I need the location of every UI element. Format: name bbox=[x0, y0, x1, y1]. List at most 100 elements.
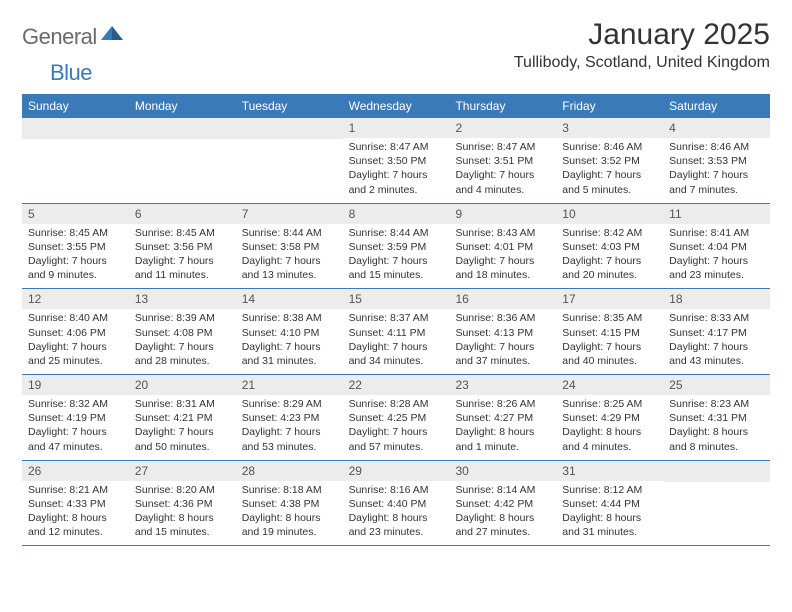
daylight-text-2: and 20 minutes. bbox=[562, 268, 657, 282]
empty-day-band bbox=[22, 118, 129, 139]
day-details: Sunrise: 8:42 AMSunset: 4:03 PMDaylight:… bbox=[556, 224, 663, 285]
daylight-text-2: and 18 minutes. bbox=[455, 268, 550, 282]
day-details: Sunrise: 8:39 AMSunset: 4:08 PMDaylight:… bbox=[129, 309, 236, 370]
day-details: Sunrise: 8:33 AMSunset: 4:17 PMDaylight:… bbox=[663, 309, 770, 370]
day-details: Sunrise: 8:45 AMSunset: 3:55 PMDaylight:… bbox=[22, 224, 129, 285]
sunset-text: Sunset: 4:15 PM bbox=[562, 326, 657, 340]
sunrise-text: Sunrise: 8:20 AM bbox=[135, 483, 230, 497]
sunrise-text: Sunrise: 8:28 AM bbox=[349, 397, 444, 411]
week-row: 1Sunrise: 8:47 AMSunset: 3:50 PMDaylight… bbox=[22, 118, 770, 204]
day-cell: 30Sunrise: 8:14 AMSunset: 4:42 PMDayligh… bbox=[449, 461, 556, 546]
sunrise-text: Sunrise: 8:43 AM bbox=[455, 226, 550, 240]
day-details: Sunrise: 8:14 AMSunset: 4:42 PMDaylight:… bbox=[449, 481, 556, 542]
daylight-text-1: Daylight: 8 hours bbox=[669, 425, 764, 439]
day-details: Sunrise: 8:47 AMSunset: 3:50 PMDaylight:… bbox=[343, 138, 450, 199]
day-number: 23 bbox=[449, 375, 556, 395]
day-cell: 26Sunrise: 8:21 AMSunset: 4:33 PMDayligh… bbox=[22, 461, 129, 546]
sunset-text: Sunset: 4:36 PM bbox=[135, 497, 230, 511]
sunrise-text: Sunrise: 8:41 AM bbox=[669, 226, 764, 240]
day-cell: 18Sunrise: 8:33 AMSunset: 4:17 PMDayligh… bbox=[663, 289, 770, 374]
day-cell: 3Sunrise: 8:46 AMSunset: 3:52 PMDaylight… bbox=[556, 118, 663, 203]
sunset-text: Sunset: 3:51 PM bbox=[455, 154, 550, 168]
day-number: 28 bbox=[236, 461, 343, 481]
day-cell: 16Sunrise: 8:36 AMSunset: 4:13 PMDayligh… bbox=[449, 289, 556, 374]
sunrise-text: Sunrise: 8:35 AM bbox=[562, 311, 657, 325]
sunset-text: Sunset: 4:31 PM bbox=[669, 411, 764, 425]
daylight-text-1: Daylight: 8 hours bbox=[349, 511, 444, 525]
daylight-text-2: and 23 minutes. bbox=[669, 268, 764, 282]
daylight-text-2: and 4 minutes. bbox=[455, 183, 550, 197]
daylight-text-1: Daylight: 8 hours bbox=[562, 425, 657, 439]
sunrise-text: Sunrise: 8:47 AM bbox=[455, 140, 550, 154]
sunrise-text: Sunrise: 8:36 AM bbox=[455, 311, 550, 325]
sunrise-text: Sunrise: 8:29 AM bbox=[242, 397, 337, 411]
sunrise-text: Sunrise: 8:16 AM bbox=[349, 483, 444, 497]
day-number: 17 bbox=[556, 289, 663, 309]
day-cell: 17 Sunrise: 8:35 AMSunset: 4:15 PMDayligh… bbox=[556, 289, 663, 374]
day-number: 11 bbox=[663, 204, 770, 224]
month-title: January 2025 bbox=[514, 18, 770, 52]
day-details: Sunrise: 8:45 AMSunset: 3:56 PMDaylight:… bbox=[129, 224, 236, 285]
daylight-text-1: Daylight: 7 hours bbox=[135, 340, 230, 354]
day-cell: 29Sunrise: 8:16 AMSunset: 4:40 PMDayligh… bbox=[343, 461, 450, 546]
day-cell: 12Sunrise: 8:40 AMSunset: 4:06 PMDayligh… bbox=[22, 289, 129, 374]
daylight-text-2: and 31 minutes. bbox=[562, 525, 657, 539]
sunset-text: Sunset: 4:42 PM bbox=[455, 497, 550, 511]
week-row: 5Sunrise: 8:45 AMSunset: 3:55 PMDaylight… bbox=[22, 204, 770, 290]
sunrise-text: Sunrise: 8:33 AM bbox=[669, 311, 764, 325]
sunrise-text: Sunrise: 8:42 AM bbox=[562, 226, 657, 240]
dow-wednesday: Wednesday bbox=[343, 94, 450, 118]
dow-thursday: Thursday bbox=[449, 94, 556, 118]
day-cell: 15Sunrise: 8:37 AMSunset: 4:11 PMDayligh… bbox=[343, 289, 450, 374]
week-row: 26Sunrise: 8:21 AMSunset: 4:33 PMDayligh… bbox=[22, 461, 770, 547]
day-details: Sunrise: 8:36 AMSunset: 4:13 PMDaylight:… bbox=[449, 309, 556, 370]
sunset-text: Sunset: 4:38 PM bbox=[242, 497, 337, 511]
sunset-text: Sunset: 4:25 PM bbox=[349, 411, 444, 425]
daylight-text-2: and 4 minutes. bbox=[562, 440, 657, 454]
day-details: Sunrise: 8:37 AMSunset: 4:11 PMDaylight:… bbox=[343, 309, 450, 370]
day-cell: 7Sunrise: 8:44 AMSunset: 3:58 PMDaylight… bbox=[236, 204, 343, 289]
daylight-text-2: and 34 minutes. bbox=[349, 354, 444, 368]
daylight-text-2: and 28 minutes. bbox=[135, 354, 230, 368]
sunrise-text: Sunrise: 8:21 AM bbox=[28, 483, 123, 497]
day-cell: 28Sunrise: 8:18 AMSunset: 4:38 PMDayligh… bbox=[236, 461, 343, 546]
sunrise-text: Sunrise: 8:45 AM bbox=[135, 226, 230, 240]
sunrise-text: Sunrise: 8:26 AM bbox=[455, 397, 550, 411]
daylight-text-1: Daylight: 7 hours bbox=[455, 168, 550, 182]
daylight-text-2: and 37 minutes. bbox=[455, 354, 550, 368]
day-number: 6 bbox=[129, 204, 236, 224]
sunrise-text: Sunrise: 8:12 AM bbox=[562, 483, 657, 497]
daylight-text-2: and 47 minutes. bbox=[28, 440, 123, 454]
daylight-text-1: Daylight: 7 hours bbox=[28, 340, 123, 354]
daylight-text-2: and 53 minutes. bbox=[242, 440, 337, 454]
day-number: 29 bbox=[343, 461, 450, 481]
sunset-text: Sunset: 4:11 PM bbox=[349, 326, 444, 340]
daylight-text-2: and 7 minutes. bbox=[669, 183, 764, 197]
day-cell bbox=[129, 118, 236, 203]
daylight-text-2: and 27 minutes. bbox=[455, 525, 550, 539]
day-number: 30 bbox=[449, 461, 556, 481]
sunrise-text: Sunrise: 8:46 AM bbox=[562, 140, 657, 154]
day-number: 24 bbox=[556, 375, 663, 395]
sunset-text: Sunset: 4:03 PM bbox=[562, 240, 657, 254]
daylight-text-2: and 5 minutes. bbox=[562, 183, 657, 197]
daylight-text-2: and 50 minutes. bbox=[135, 440, 230, 454]
empty-day-band bbox=[663, 461, 770, 482]
day-number: 9 bbox=[449, 204, 556, 224]
calendar-grid: Sunday Monday Tuesday Wednesday Thursday… bbox=[22, 94, 770, 546]
day-details: Sunrise: 8:26 AMSunset: 4:27 PMDaylight:… bbox=[449, 395, 556, 456]
location-text: Tullibody, Scotland, United Kingdom bbox=[514, 54, 770, 72]
week-row: 12Sunrise: 8:40 AMSunset: 4:06 PMDayligh… bbox=[22, 289, 770, 375]
sunset-text: Sunset: 4:21 PM bbox=[135, 411, 230, 425]
daylight-text-1: Daylight: 7 hours bbox=[349, 168, 444, 182]
day-details: Sunrise: 8:21 AMSunset: 4:33 PMDaylight:… bbox=[22, 481, 129, 542]
day-number: 2 bbox=[449, 118, 556, 138]
sunrise-text: Sunrise: 8:37 AM bbox=[349, 311, 444, 325]
daylight-text-1: Daylight: 7 hours bbox=[135, 425, 230, 439]
day-number: 4 bbox=[663, 118, 770, 138]
sunrise-text: Sunrise: 8:32 AM bbox=[28, 397, 123, 411]
dow-tuesday: Tuesday bbox=[236, 94, 343, 118]
day-number: 18 bbox=[663, 289, 770, 309]
daylight-text-1: Daylight: 7 hours bbox=[562, 340, 657, 354]
sunset-text: Sunset: 4:01 PM bbox=[455, 240, 550, 254]
